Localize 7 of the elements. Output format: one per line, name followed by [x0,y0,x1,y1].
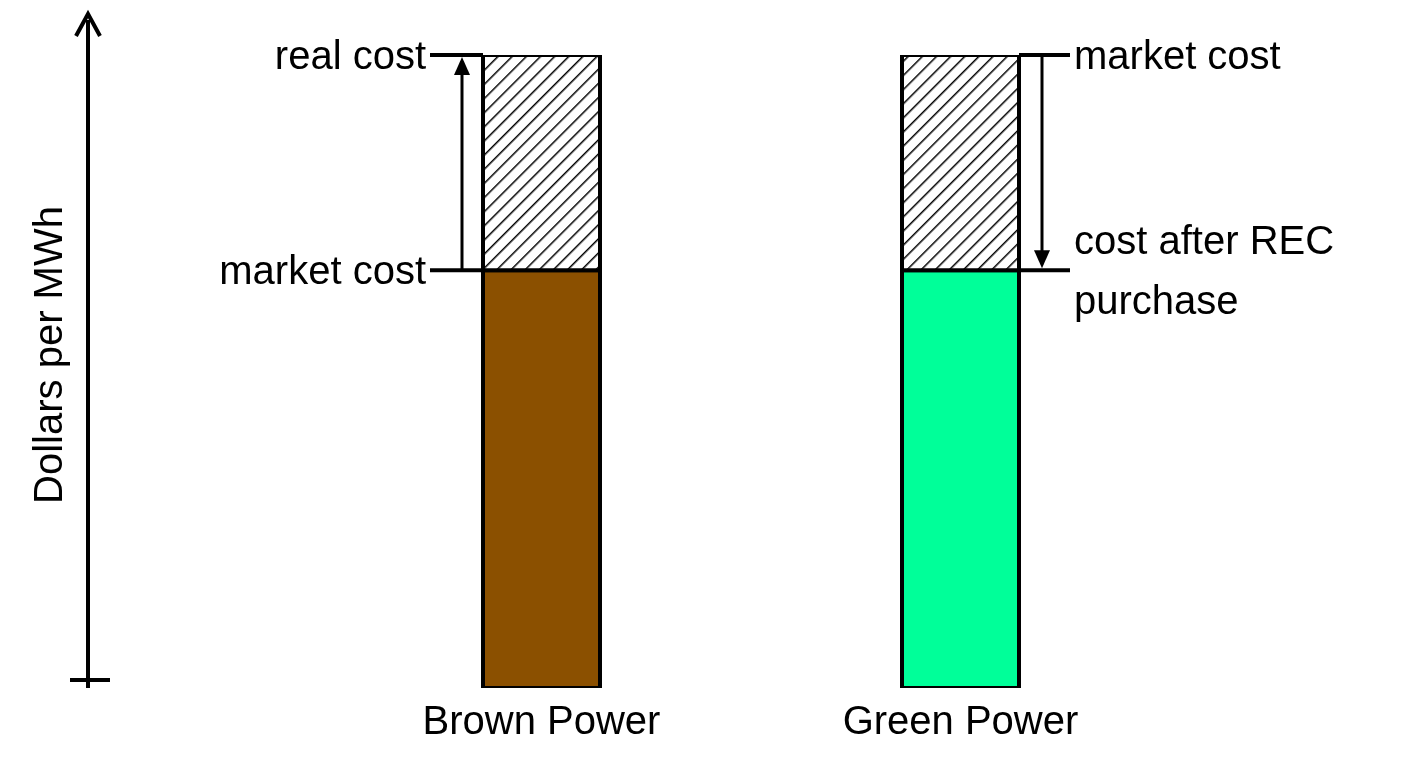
annotation: cost after REC purchase [1074,217,1336,325]
annotation: market cost [1074,32,1282,79]
x-tick-label: Green Power [842,698,1079,742]
annotation: market cost [218,247,426,295]
annotation: real cost [273,32,426,79]
x-tick-label: Brown Power [422,698,661,742]
text: Dollars per MWh [25,206,71,504]
